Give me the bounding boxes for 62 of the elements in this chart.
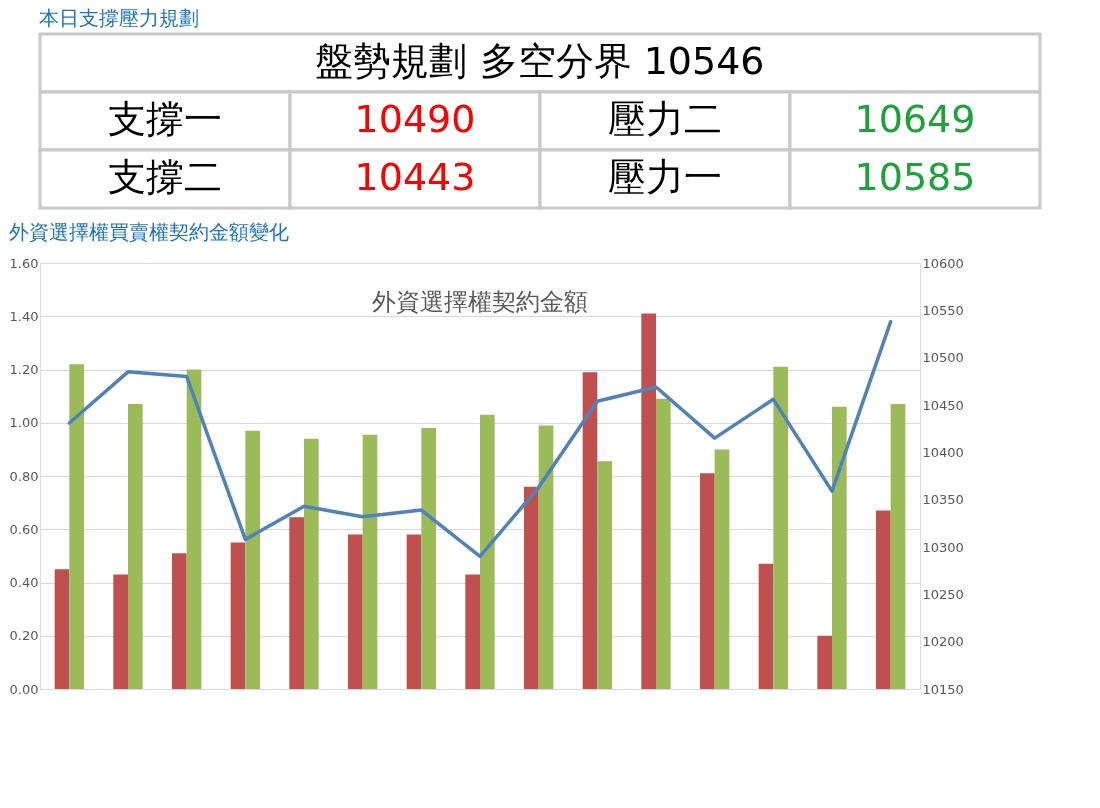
y2-tick-label: 10600	[922, 255, 964, 271]
bar	[641, 313, 656, 689]
y2-tick-label: 10550	[922, 302, 964, 318]
bar	[230, 542, 246, 689]
bar	[582, 372, 598, 689]
y-tick-label: 1.40	[9, 308, 39, 324]
bar	[245, 430, 260, 689]
text: 10490	[354, 97, 476, 141]
bar	[773, 366, 788, 689]
text: 10585	[854, 155, 976, 199]
bar	[128, 404, 143, 689]
y2-tick-label: 10350	[922, 492, 964, 508]
bar	[304, 438, 319, 689]
bar	[538, 425, 554, 689]
bar	[700, 473, 715, 689]
y2-tick-label: 10250	[922, 586, 964, 602]
bar	[758, 563, 774, 689]
y2-tick-label: 10150	[922, 681, 964, 697]
y-tick-label: 0.60	[9, 521, 39, 537]
bar	[69, 364, 84, 689]
bar	[186, 369, 202, 689]
y2-tick-label: 10500	[922, 350, 964, 366]
text: 本日支撐壓力規劃	[38, 5, 199, 30]
y-tick-label: 0.00	[9, 681, 39, 697]
line-series	[67, 319, 893, 559]
y2-tick-label: 10400	[922, 444, 964, 460]
text: 外資選擇權契約金額	[372, 288, 588, 316]
bar	[524, 486, 539, 689]
bar	[289, 517, 304, 689]
bar	[817, 635, 832, 689]
y2-tick-label: 10450	[922, 397, 964, 413]
bar	[362, 434, 378, 689]
bar	[656, 398, 671, 689]
bar	[832, 406, 847, 689]
text: 支撐一	[108, 97, 222, 141]
bar	[406, 534, 422, 689]
bar	[113, 574, 128, 689]
y-tick-label: 1.60	[9, 255, 39, 271]
text: 支撐二	[108, 155, 222, 199]
text: 壓力二	[608, 97, 722, 141]
y-tick-label: 1.20	[9, 362, 39, 377]
bar	[421, 428, 436, 689]
bar	[597, 461, 612, 689]
y-tick-label: 0.20	[9, 628, 39, 644]
text: 盤勢規劃 多空分界 10546	[315, 39, 765, 83]
y-tick-label: 0.40	[9, 575, 39, 590]
y-tick-label: 1.00	[9, 415, 39, 431]
y2-tick-label: 10200	[922, 634, 964, 650]
bar	[465, 574, 480, 689]
bar	[714, 449, 730, 689]
bar	[890, 404, 906, 689]
y-tick-label: 0.80	[9, 468, 39, 484]
text: 10443	[354, 155, 476, 199]
bar	[54, 569, 70, 689]
bar	[876, 510, 891, 689]
text: 壓力一	[608, 155, 722, 199]
y2-tick-label: 10300	[922, 539, 964, 555]
bar	[172, 553, 187, 689]
bar	[348, 534, 363, 689]
text: 10649	[854, 97, 976, 141]
chart-title: 外資選擇權買賣權契約金額變化	[9, 220, 290, 244]
bar	[480, 414, 495, 689]
